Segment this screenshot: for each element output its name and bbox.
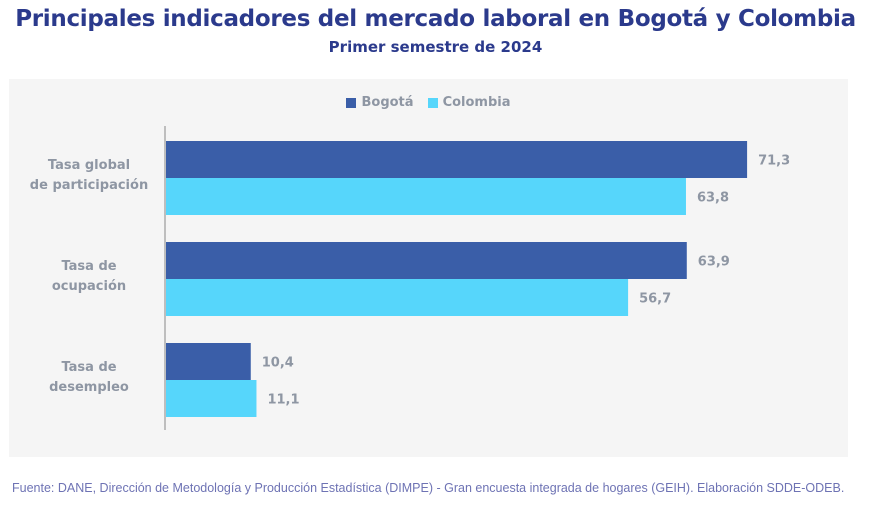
legend: Bogotá Colombia: [9, 95, 848, 110]
legend-swatch-bogota: [346, 97, 357, 108]
data-label: 10,4: [262, 356, 294, 371]
bar-bogot-2: [166, 343, 251, 380]
source-note: Fuente: DANE, Dirección de Metodología y…: [12, 481, 845, 495]
category-label: Tasa de ocupación: [52, 259, 126, 294]
data-label: 56,7: [639, 292, 671, 307]
data-label: 71,3: [758, 154, 790, 169]
category-label: Tasa global de participación: [30, 158, 148, 193]
data-label: 63,8: [697, 191, 729, 206]
legend-swatch-colombia: [427, 97, 438, 108]
legend-item-bogota: Bogotá: [346, 95, 414, 110]
bar-colombia-2: [166, 380, 257, 417]
data-label: 63,9: [698, 255, 730, 270]
legend-item-colombia: Colombia: [427, 95, 511, 110]
bar-bogot-1: [166, 242, 687, 279]
chart-title: Principales indicadores del mercado labo…: [15, 6, 856, 32]
bar-bogot-0: [166, 141, 748, 178]
chart-panel: Bogotá Colombia Tasa global de participac…: [9, 79, 848, 457]
legend-label-colombia: Colombia: [442, 95, 511, 110]
chart-subtitle: Primer semestre de 2024: [328, 38, 543, 56]
category-label: Tasa de desempleo: [49, 360, 129, 395]
data-label: 11,1: [267, 393, 299, 408]
bar-colombia-0: [166, 178, 686, 215]
bar-chart: Tasa global de participación 71,3 63,8 Tasa …: [30, 126, 790, 430]
bar-colombia-1: [166, 279, 629, 316]
legend-label-bogota: Bogotá: [361, 95, 414, 110]
